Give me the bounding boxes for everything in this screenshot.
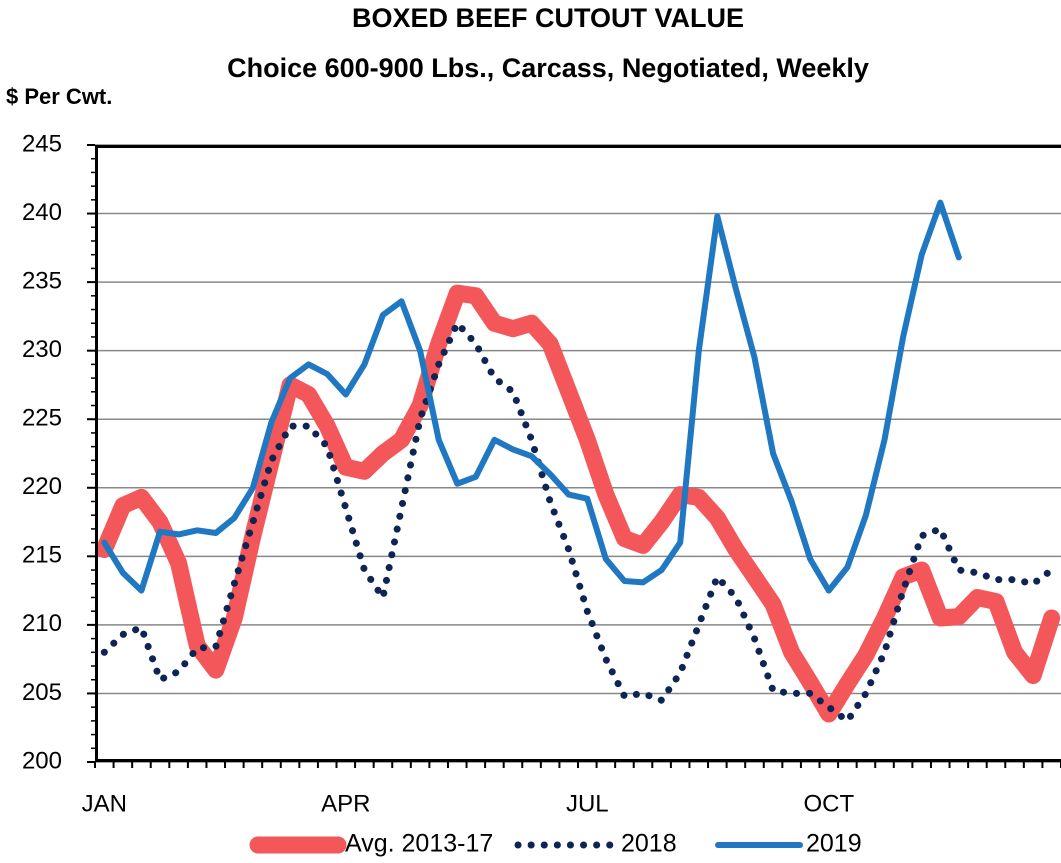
chart-title: BOXED BEEF CUTOUT VALUE xyxy=(352,3,744,33)
x-tick-label: OCT xyxy=(803,790,854,817)
y-tick-label: 205 xyxy=(22,679,62,706)
y-tick-label: 235 xyxy=(22,267,62,294)
y-tick-label: 215 xyxy=(22,542,62,569)
x-tick-label: JUL xyxy=(566,790,609,817)
axes: 200 205 210 215 220 225 230 235 240 245 JAN APR JUL O… xyxy=(22,130,1061,817)
y-tick-label: 240 xyxy=(22,199,62,226)
series-line xyxy=(100,319,1056,725)
y-axis-label: $ Per Cwt. xyxy=(6,84,112,109)
chart-subtitle: Choice 600-900 Lbs., Carcass, Negotiated… xyxy=(227,53,869,83)
legend-label: 2019 xyxy=(806,830,862,858)
series-line xyxy=(101,199,962,594)
y-tick-label: 225 xyxy=(22,405,62,432)
y-tick-label: 220 xyxy=(22,473,62,500)
plot-lines xyxy=(95,199,1061,725)
y-tick-label: 230 xyxy=(22,336,62,363)
grid xyxy=(95,144,1061,763)
plot-frame xyxy=(95,145,1061,762)
y-tick-label: 245 xyxy=(22,130,62,157)
legend-label: 2018 xyxy=(621,830,677,858)
y-tick-label: 210 xyxy=(22,610,62,637)
y-tick-label: 200 xyxy=(22,747,62,774)
x-tick-label: JAN xyxy=(82,790,127,817)
legend: Avg. 2013-17 2018 2019 xyxy=(249,830,862,858)
x-tick-label: APR xyxy=(321,790,370,817)
legend-label: Avg. 2013-17 xyxy=(345,830,493,858)
